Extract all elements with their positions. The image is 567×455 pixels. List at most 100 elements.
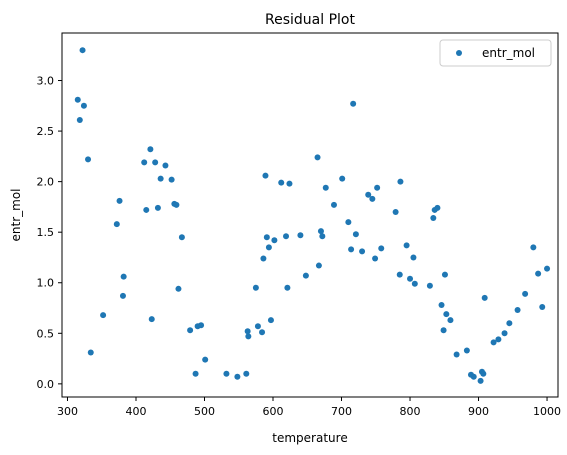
data-point — [141, 159, 148, 166]
data-point — [234, 373, 241, 380]
data-point — [352, 231, 359, 238]
x-tick-label: 400 — [125, 405, 146, 418]
data-point — [76, 116, 83, 123]
y-tick-label: 1.5 — [37, 226, 55, 239]
chart-title: Residual Plot — [265, 12, 355, 28]
data-point — [148, 316, 155, 323]
y-axis-ticks: 0.0 0.5 1.0 1.5 2.0 2.5 3.0 — [37, 75, 62, 391]
y-tick-label: 0.0 — [37, 378, 55, 391]
data-point — [198, 322, 205, 329]
data-point — [302, 272, 309, 279]
data-point — [162, 162, 169, 169]
y-tick-label: 1.0 — [37, 277, 55, 290]
legend-box — [439, 39, 552, 67]
data-point — [481, 294, 488, 301]
x-tick-label: 600 — [263, 405, 284, 418]
data-point — [530, 244, 537, 251]
data-point — [372, 255, 379, 262]
data-point — [278, 179, 285, 186]
data-point — [430, 215, 437, 222]
data-point — [119, 292, 126, 299]
data-point — [178, 234, 185, 241]
data-point — [410, 254, 417, 261]
data-point — [447, 317, 454, 324]
data-point — [254, 323, 261, 330]
data-point — [397, 178, 404, 185]
legend-marker — [456, 50, 462, 56]
data-point — [330, 201, 337, 208]
data-point — [411, 280, 418, 287]
data-point — [245, 333, 252, 340]
data-point — [403, 242, 410, 249]
data-point — [116, 197, 123, 204]
data-point — [544, 265, 551, 272]
data-point — [365, 191, 372, 198]
data-point — [259, 329, 266, 336]
data-point — [260, 255, 267, 262]
data-point — [252, 284, 259, 291]
data-point — [350, 100, 357, 107]
data-point — [265, 244, 272, 251]
data-point — [157, 175, 164, 182]
data-point — [87, 349, 94, 356]
x-tick-label: 300 — [57, 405, 78, 418]
data-point — [175, 285, 182, 292]
data-point — [539, 304, 546, 311]
data-point — [339, 175, 346, 182]
y-tick-label: 3.0 — [37, 75, 55, 88]
data-point — [322, 184, 329, 191]
x-tick-label: 700 — [331, 405, 352, 418]
data-point — [477, 377, 484, 384]
y-axis-label: entr_mol — [9, 189, 23, 242]
data-point — [147, 146, 154, 153]
data-point — [470, 373, 477, 380]
data-point — [314, 154, 321, 161]
data-point — [396, 271, 403, 278]
data-point — [152, 159, 159, 166]
data-point — [378, 245, 385, 252]
data-point — [271, 237, 278, 244]
legend: entr_mol — [439, 39, 552, 67]
data-point — [319, 233, 326, 240]
data-point — [154, 204, 161, 211]
data-point — [143, 206, 150, 213]
data-point — [359, 248, 366, 255]
legend-label: entr_mol — [482, 46, 535, 60]
data-point — [506, 320, 513, 327]
data-point — [283, 233, 290, 240]
y-tick-label: 2.0 — [37, 176, 55, 189]
data-point — [74, 96, 81, 103]
data-point — [440, 327, 447, 334]
data-point — [345, 219, 352, 226]
data-point — [244, 328, 251, 335]
data-point — [80, 102, 87, 109]
data-point — [223, 370, 230, 377]
x-tick-label: 500 — [194, 405, 215, 418]
data-point — [369, 195, 376, 202]
data-point — [535, 270, 542, 277]
data-points — [74, 47, 551, 384]
data-point — [374, 184, 381, 191]
data-point — [286, 180, 293, 187]
data-point — [501, 330, 508, 337]
data-point — [514, 307, 521, 314]
data-point — [202, 356, 209, 363]
data-point — [168, 176, 175, 183]
data-point — [480, 370, 487, 377]
data-point — [263, 234, 270, 241]
data-point — [243, 370, 250, 377]
y-tick-label: 0.5 — [37, 327, 55, 340]
data-point — [113, 221, 120, 228]
data-point — [85, 156, 92, 163]
y-tick-label: 2.5 — [37, 125, 55, 138]
x-axis-label: temperature — [272, 431, 347, 445]
data-point — [426, 282, 433, 289]
data-point — [173, 201, 180, 208]
data-point — [441, 271, 448, 278]
data-point — [392, 208, 399, 215]
x-tick-label: 900 — [468, 405, 489, 418]
data-point — [187, 327, 194, 334]
data-point — [453, 351, 460, 358]
data-point — [348, 246, 355, 253]
